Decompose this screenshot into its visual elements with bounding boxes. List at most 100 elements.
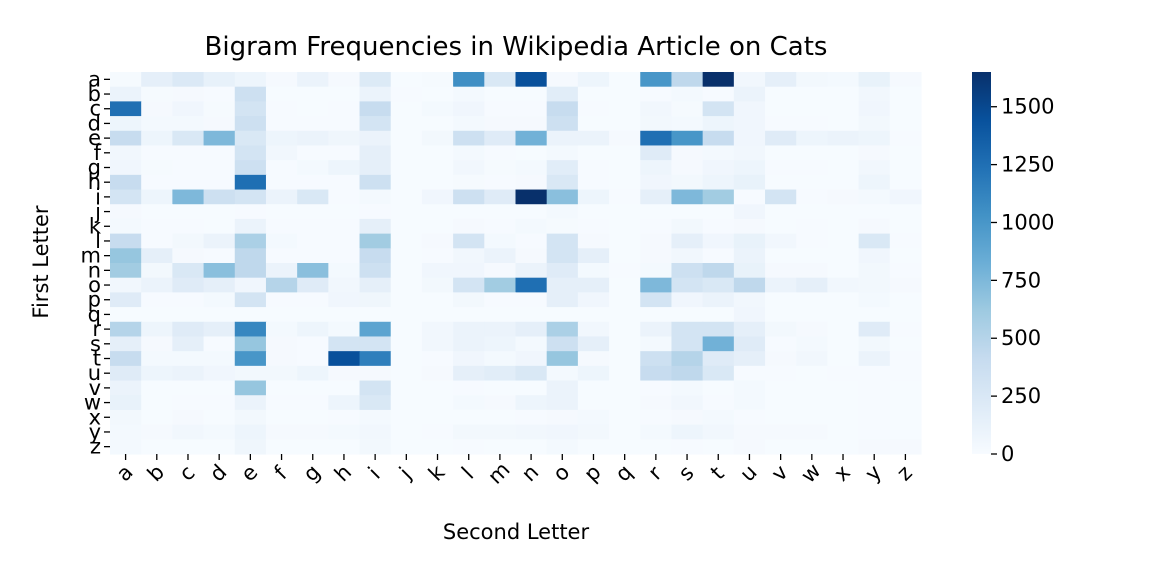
heatmap-cell-rs: [671, 321, 704, 338]
heatmap-cell-gf: [265, 160, 298, 176]
heatmap-cell-vq: [609, 380, 641, 396]
heatmap-cell-ng: [297, 263, 329, 279]
heatmap-cell-qz: [889, 307, 922, 323]
heatmap-cell-ft: [702, 145, 735, 161]
heatmap-cell-ja: [110, 204, 142, 220]
heatmap-cell-yw: [796, 424, 829, 440]
heatmap-cell-mg: [297, 248, 329, 264]
heatmap-cell-nc: [172, 263, 205, 279]
heatmap-cell-gd: [203, 160, 236, 176]
heatmap-cell-vm: [484, 380, 517, 396]
heatmap-cell-ge: [234, 160, 267, 176]
heatmap-cell-xj: [390, 409, 423, 426]
heatmap-cell-ox: [827, 277, 860, 293]
heatmap-cell-jz: [889, 204, 922, 220]
heatmap-cell-ta: [110, 351, 142, 367]
heatmap-cell-mj: [390, 248, 423, 264]
heatmap-cell-rz: [889, 321, 922, 338]
heatmap-cell-cx: [827, 101, 860, 117]
heatmap-cell-zi: [359, 439, 392, 455]
heatmap-cell-sj: [390, 336, 423, 352]
heatmap-cell-fb: [141, 145, 173, 161]
heatmap-cell-nk: [421, 263, 454, 279]
heatmap-cell-ey: [858, 130, 891, 147]
heatmap-cell-se: [234, 336, 267, 352]
heatmap-cell-dr: [640, 116, 673, 132]
heatmap-cell-bg: [297, 86, 329, 102]
heatmap-cell-nl: [453, 263, 485, 279]
heatmap-cell-fj: [390, 145, 423, 161]
heatmap-cell-bx: [827, 86, 860, 102]
heatmap-cell-wd: [203, 395, 236, 411]
heatmap-cell-yr: [640, 424, 673, 440]
heatmap-cell-nt: [702, 263, 735, 279]
colorbar-tick-label: 0: [1001, 442, 1014, 466]
heatmap-cell-od: [203, 277, 236, 293]
heatmap-cell-ol: [453, 277, 485, 293]
heatmap-cell-pl: [453, 292, 485, 308]
heatmap-cell-oq: [609, 277, 641, 293]
heatmap-cell-gi: [359, 160, 392, 176]
heatmap-cell-hf: [265, 174, 298, 191]
heatmap-cell-zn: [515, 439, 548, 455]
heatmap-cell-jq: [609, 204, 641, 220]
heatmap-cell-xi: [359, 409, 392, 426]
heatmap-cell-rl: [453, 321, 485, 338]
heatmap-cell-bj: [390, 86, 423, 102]
heatmap-cell-yx: [827, 424, 860, 440]
heatmap-cell-ed: [203, 130, 236, 147]
heatmap-cell-ie: [234, 189, 267, 205]
heatmap-cell-lg: [297, 233, 329, 249]
y-tick-label: a: [88, 67, 101, 91]
heatmap-cell-ks: [671, 218, 704, 235]
heatmap-cell-dm: [484, 116, 517, 132]
heatmap-cell-ig: [297, 189, 329, 205]
y-tick-label: t: [93, 347, 101, 371]
heatmap-cell-hs: [671, 174, 704, 191]
heatmap-cell-tr: [640, 351, 673, 367]
heatmap-cell-fl: [453, 145, 485, 161]
heatmap-cell-mo: [546, 248, 579, 264]
heatmap-cell-vn: [515, 380, 548, 396]
heatmap-cell-zt: [702, 439, 735, 455]
heatmap-cell-gv: [765, 160, 797, 176]
heatmap-cell-np: [577, 263, 610, 279]
heatmap-cell-vi: [359, 380, 392, 396]
heatmap-cell-uc: [172, 365, 205, 382]
heatmap-cell-cn: [515, 101, 548, 117]
heatmap-cell-rv: [765, 321, 797, 338]
heatmap-cell-iv: [765, 189, 797, 205]
heatmap-cell-dh: [328, 116, 361, 132]
heatmap-cell-ze: [234, 439, 267, 455]
heatmap-cell-lb: [141, 233, 173, 249]
heatmap-cell-ck: [421, 101, 454, 117]
heatmap-cell-eg: [297, 130, 329, 147]
heatmap-cell-pf: [265, 292, 298, 308]
y-tick-label: l: [95, 229, 101, 253]
y-tick-label: s: [90, 332, 101, 356]
heatmap-cell-fz: [889, 145, 922, 161]
heatmap-cell-nr: [640, 263, 673, 279]
heatmap-cell-em: [484, 130, 517, 147]
heatmap-cell-sx: [827, 336, 860, 352]
y-tick-label: u: [88, 361, 101, 385]
heatmap-cell-if: [265, 189, 298, 205]
heatmap-cell-nm: [484, 263, 517, 279]
x-tick-label: i: [364, 462, 385, 483]
heatmap-cell-sk: [421, 336, 454, 352]
heatmap-cell-bv: [765, 86, 797, 102]
heatmap-cell-fc: [172, 145, 205, 161]
heatmap-cell-va: [110, 380, 142, 396]
heatmap-cell-ty: [858, 351, 891, 367]
heatmap-cell-lk: [421, 233, 454, 249]
heatmap-cell-vr: [640, 380, 673, 396]
heatmap-cell-gh: [328, 160, 361, 176]
heatmap-cell-ss: [671, 336, 704, 352]
heatmap-cell-vl: [453, 380, 485, 396]
heatmap-cell-wq: [609, 395, 641, 411]
heatmap-cell-ms: [671, 248, 704, 264]
heatmap-cell-tl: [453, 351, 485, 367]
heatmap-cell-pj: [390, 292, 423, 308]
heatmap-cell-an: [515, 72, 548, 88]
heatmap-cell-ua: [110, 365, 142, 382]
